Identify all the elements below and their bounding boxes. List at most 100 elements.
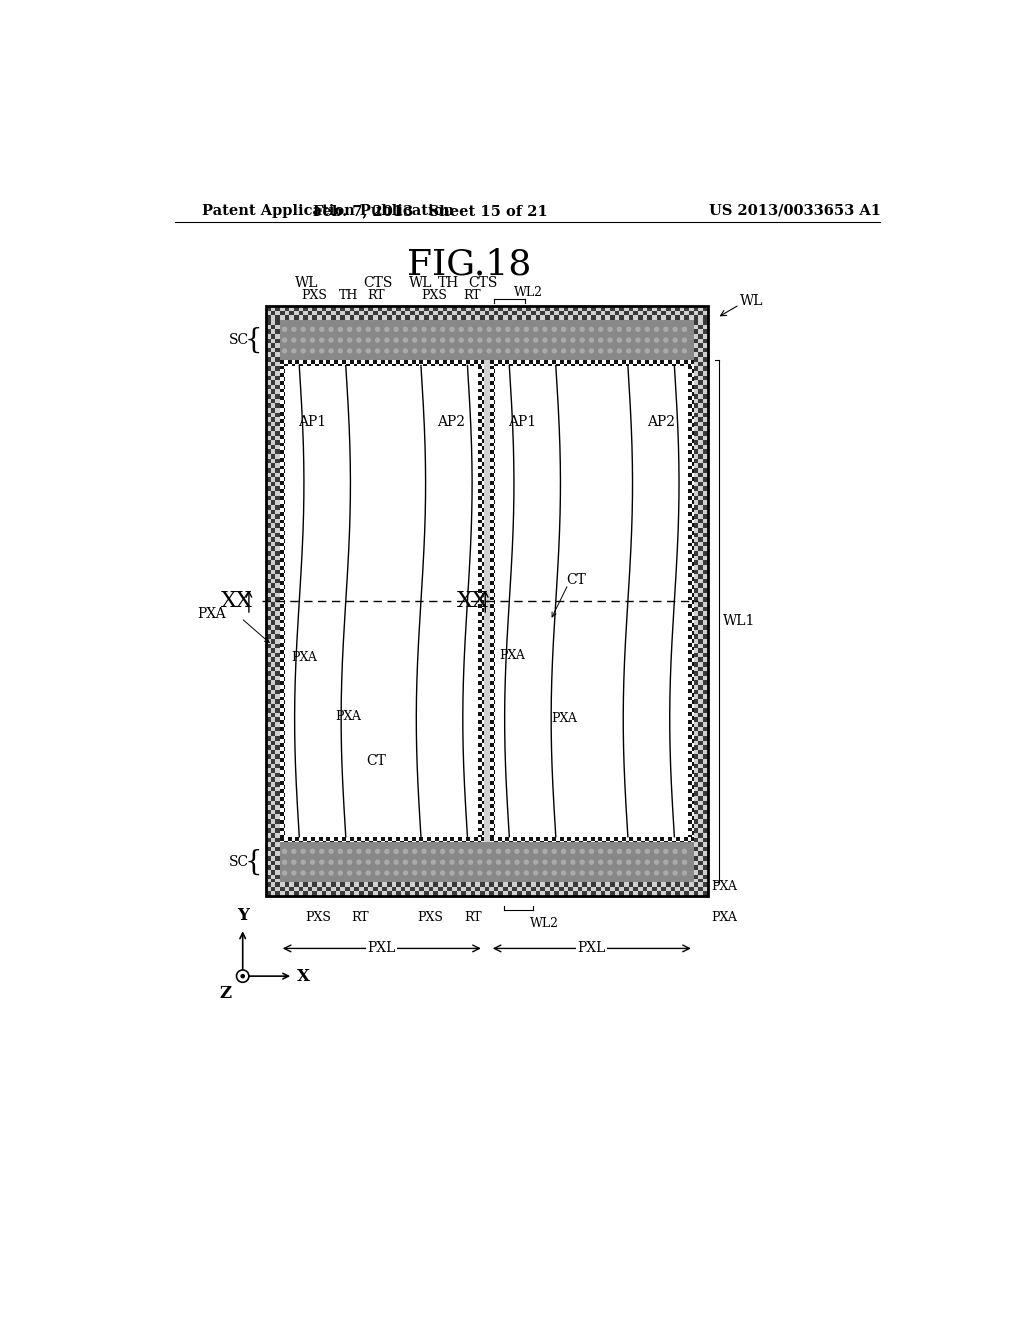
Circle shape (291, 859, 297, 865)
Bar (482, 508, 483, 512)
Circle shape (237, 970, 249, 982)
Bar (489, 766, 494, 770)
Bar (494, 432, 496, 434)
Bar (478, 804, 482, 808)
Bar (284, 639, 286, 643)
Bar (528, 360, 532, 364)
Circle shape (450, 870, 455, 875)
Bar (622, 837, 626, 841)
Bar (275, 385, 280, 389)
Text: {: { (245, 326, 262, 354)
Bar (340, 306, 345, 312)
Circle shape (570, 326, 575, 333)
Circle shape (532, 859, 539, 865)
Bar (266, 321, 270, 325)
Bar (554, 882, 559, 887)
Bar (275, 818, 280, 824)
Circle shape (561, 849, 566, 854)
Circle shape (431, 849, 436, 854)
Bar (266, 644, 270, 648)
Bar (338, 364, 342, 366)
Bar (499, 882, 503, 887)
Circle shape (300, 870, 306, 875)
Bar (327, 837, 331, 841)
Bar (494, 539, 496, 543)
Bar (698, 870, 703, 875)
Bar (517, 306, 521, 312)
Circle shape (505, 859, 510, 865)
Bar (688, 566, 692, 570)
Bar (494, 385, 496, 388)
Circle shape (431, 338, 436, 343)
Bar (312, 315, 317, 321)
Bar (583, 306, 587, 312)
Bar (275, 552, 280, 556)
Circle shape (505, 348, 510, 354)
Text: PXS: PXS (418, 911, 443, 924)
Bar (280, 466, 284, 470)
Bar (692, 470, 693, 474)
Bar (692, 755, 693, 758)
Bar (703, 792, 708, 796)
Bar (377, 364, 381, 366)
Bar (687, 841, 691, 842)
Bar (703, 763, 708, 768)
Bar (270, 879, 275, 882)
Bar (478, 366, 482, 370)
Circle shape (598, 859, 603, 865)
Bar (689, 312, 693, 315)
Bar (284, 623, 286, 627)
Bar (568, 887, 572, 891)
Circle shape (300, 859, 306, 865)
Bar (693, 744, 698, 750)
Bar (280, 781, 284, 785)
Bar (442, 306, 447, 312)
Bar (323, 364, 327, 366)
Circle shape (468, 849, 473, 854)
Bar (275, 367, 280, 371)
Bar (387, 882, 391, 887)
Circle shape (644, 338, 650, 343)
Circle shape (477, 870, 482, 875)
Bar (489, 496, 494, 500)
Bar (280, 374, 284, 378)
Bar (416, 841, 420, 842)
Circle shape (532, 870, 539, 875)
Bar (506, 837, 509, 841)
Bar (688, 573, 692, 577)
Bar (478, 627, 482, 631)
Bar (280, 543, 284, 546)
Bar (698, 657, 703, 663)
Circle shape (589, 870, 594, 875)
Bar (656, 315, 662, 321)
Bar (482, 523, 483, 527)
Bar (591, 837, 595, 841)
Bar (482, 539, 483, 543)
Bar (482, 623, 483, 627)
Bar (420, 837, 423, 841)
Circle shape (319, 870, 325, 875)
Bar (698, 500, 703, 506)
Bar (275, 570, 280, 574)
Circle shape (291, 338, 297, 343)
Bar (693, 800, 698, 805)
Bar (689, 887, 693, 891)
Circle shape (561, 870, 566, 875)
Circle shape (412, 338, 418, 343)
Bar (622, 360, 626, 364)
Bar (284, 824, 286, 828)
Bar (284, 554, 286, 558)
Bar (489, 396, 494, 400)
Bar (526, 891, 531, 896)
Bar (478, 458, 482, 462)
Bar (378, 891, 382, 896)
Bar (606, 837, 610, 841)
Bar (693, 838, 698, 842)
Bar (482, 669, 483, 673)
Bar (275, 348, 280, 352)
Bar (359, 882, 364, 887)
Bar (688, 789, 692, 793)
Bar (489, 673, 494, 677)
Bar (692, 615, 693, 619)
Bar (620, 882, 624, 887)
